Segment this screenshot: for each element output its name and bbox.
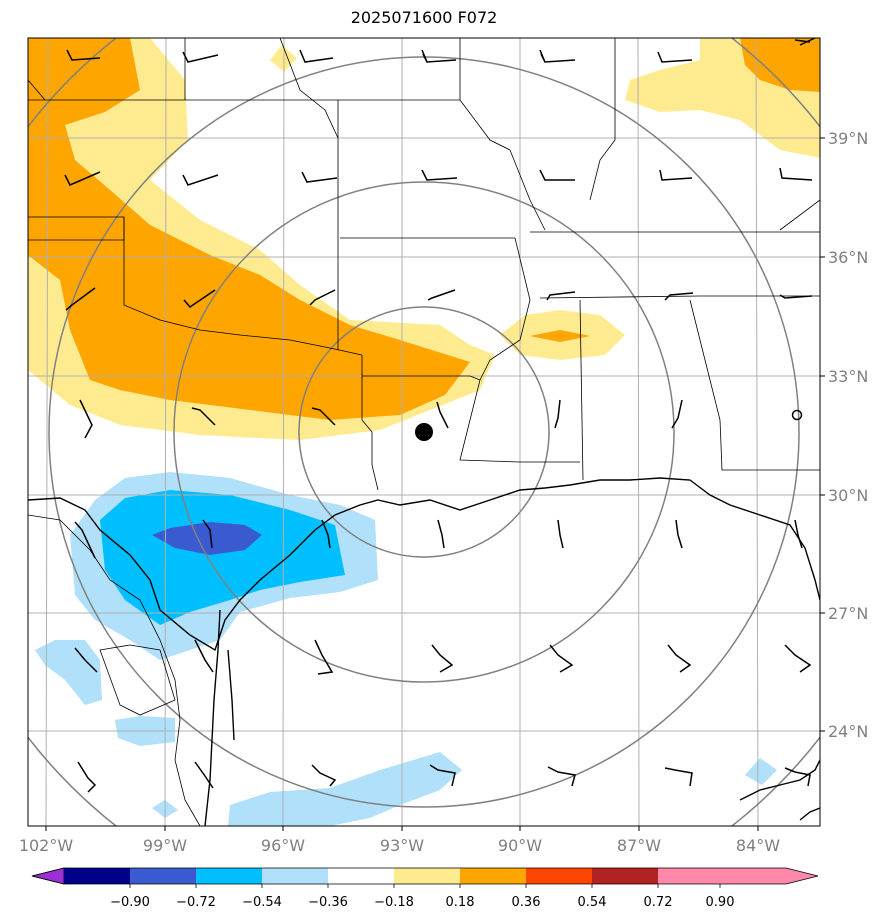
colorbar-label: 0.72 [644,895,673,910]
contour-light-blue-se [745,758,777,785]
latitude-labels: 39°N 36°N 33°N 30°N 27°N 24°N [828,129,868,741]
colorbar-segment [394,868,460,884]
contour-orange-oval [530,330,590,342]
lat-tick-label: 30°N [828,486,868,505]
map-frame [27,37,821,827]
colorbar-label: 0.18 [446,895,475,910]
state-borders [28,38,820,716]
lat-tick-label: 36°N [828,248,868,267]
colorbar-label: −0.18 [374,895,414,910]
colorbar-label: −0.72 [176,895,216,910]
colorbar-segment [130,868,196,884]
lon-tick-label: 93°W [380,836,424,855]
contour-dark-blue-texas [152,522,262,555]
colorbar-label: −0.54 [242,895,282,910]
colorbar-label: 0.54 [578,895,607,910]
lat-tick-label: 27°N [828,604,868,623]
longitude-labels: 102°W 99°W 96°W 93°W 90°W 87°W 84°W [19,836,780,855]
colorbar-segment [658,868,720,884]
center-marker [415,423,433,441]
country-borders [28,514,201,826]
contour-light-blue-gulf [228,752,462,826]
lat-tick-label: 33°N [828,367,868,386]
colorbar-label: 0.90 [706,895,735,910]
contour-light-blue-sw [35,640,102,705]
lon-tick-label: 102°W [19,836,74,855]
colorbar-segment [592,868,658,884]
colorbar-segment [196,868,262,884]
colorbar-segment [460,868,526,884]
contour-orange-northwest [28,38,470,420]
colorbar: −0.90 −0.72 −0.54 −0.36 −0.18 0.18 0.36 … [31,867,819,910]
coastline [28,477,820,826]
lat-tick-label: 24°N [828,722,868,741]
colorbar-outline [31,867,819,885]
colorbar-label: −0.36 [308,895,348,910]
lat-tick-label: 39°N [828,129,868,148]
colorbar-segment [64,868,130,884]
contour-orange-northeast [740,38,820,92]
lon-tick-label: 84°W [736,836,780,855]
station-circle-marker [791,409,803,421]
lon-tick-label: 99°W [143,836,187,855]
colorbar-min-extension [31,867,65,885]
map-title: 2025071600 F072 [350,8,498,27]
colorbar-segment [526,868,592,884]
axis-ticks [45,137,825,831]
lon-tick-label: 87°W [617,836,661,855]
colorbar-label: 0.36 [512,895,541,910]
lon-tick-label: 96°W [261,836,305,855]
wind-barbs [64,38,816,793]
lon-tick-label: 90°W [498,836,542,855]
colorbar-segment [262,868,328,884]
colorbar-segment [328,868,394,884]
colorbar-label: −0.90 [110,895,150,910]
colorbar-ticks [129,884,721,888]
